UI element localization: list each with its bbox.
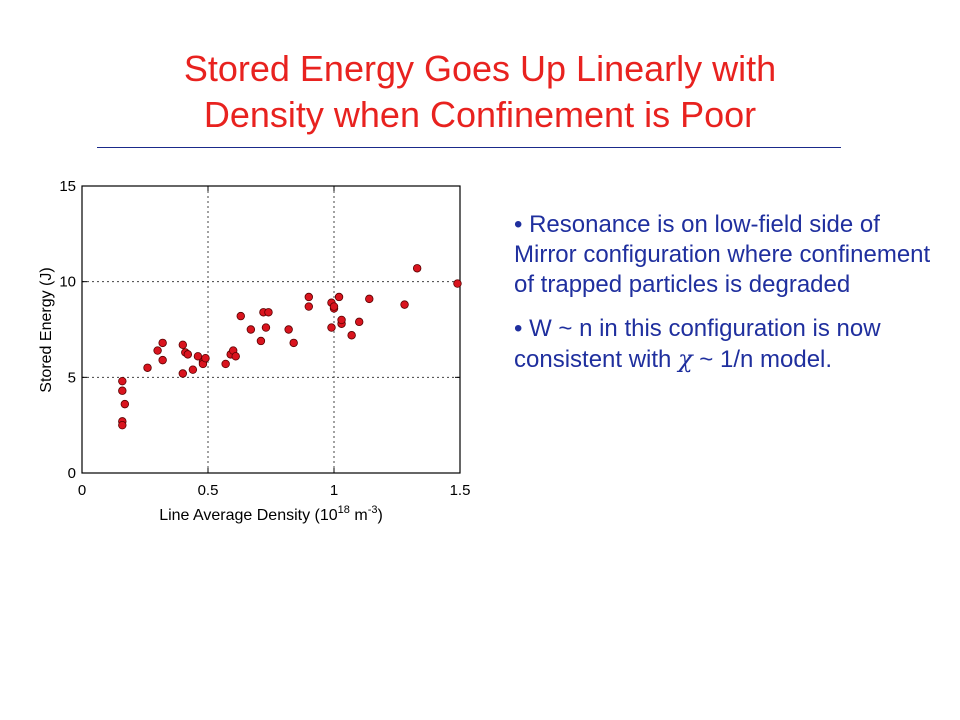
data-point bbox=[347, 331, 356, 340]
data-point bbox=[231, 352, 240, 361]
chart-grid bbox=[82, 186, 460, 473]
data-point bbox=[246, 325, 256, 334]
x-tick-label: 1 bbox=[330, 482, 338, 499]
data-point bbox=[334, 292, 344, 302]
y-axis-label: Stored Energy (J) bbox=[38, 267, 55, 392]
data-point bbox=[158, 355, 167, 365]
tick-labels: 0 0.5 1 1.5 0 5 10 15 bbox=[59, 178, 470, 499]
data-point bbox=[221, 359, 230, 369]
data-point bbox=[188, 365, 198, 374]
data-point bbox=[178, 340, 187, 350]
data-point bbox=[355, 317, 364, 327]
x-tick-label: 1.5 bbox=[450, 482, 471, 499]
data-point bbox=[337, 315, 346, 325]
bullet-2-text-pre: W ~ n in this configuration is now consi… bbox=[514, 315, 881, 373]
data-point bbox=[400, 300, 409, 309]
data-point bbox=[327, 323, 336, 332]
data-point bbox=[120, 399, 130, 409]
data-point bbox=[453, 279, 462, 288]
data-point bbox=[183, 350, 193, 359]
axis-ticks bbox=[81, 185, 461, 474]
bullet-list: • Resonance is on low-field side of Mirr… bbox=[514, 210, 944, 389]
x-tick-label: 0 bbox=[78, 482, 86, 499]
x-label-sup-2: -3 bbox=[368, 504, 378, 516]
data-point bbox=[412, 264, 422, 273]
y-tick-label: 10 bbox=[59, 274, 76, 291]
bullet-1: • Resonance is on low-field side of Mirr… bbox=[514, 211, 931, 298]
title-underline bbox=[97, 147, 841, 148]
bullet-2: • W ~ n in this configuration is now con… bbox=[514, 315, 881, 373]
data-point bbox=[264, 308, 273, 317]
data-point bbox=[118, 386, 127, 395]
x-label-part-2: m bbox=[350, 507, 368, 524]
data-point bbox=[365, 294, 374, 304]
data-point bbox=[256, 336, 266, 346]
x-label-part-1: Line Average Density (10 bbox=[159, 507, 338, 524]
bullet-2-text-post: ~ 1/n model. bbox=[692, 346, 833, 373]
slide-title: Stored Energy Goes Up Linearly with Dens… bbox=[0, 46, 960, 138]
data-point bbox=[178, 369, 187, 378]
data-point bbox=[201, 354, 210, 363]
x-tick-label: 0.5 bbox=[198, 482, 219, 499]
data-point bbox=[193, 352, 203, 361]
bullet-1-text: Resonance is on low-field side of Mirror… bbox=[514, 211, 931, 298]
x-label-sup-1: 18 bbox=[338, 504, 350, 516]
chi-symbol: χ bbox=[678, 345, 693, 373]
data-points bbox=[118, 264, 462, 430]
y-tick-label: 5 bbox=[68, 369, 76, 386]
data-point bbox=[118, 420, 127, 430]
data-point bbox=[304, 292, 313, 302]
data-point bbox=[158, 338, 167, 348]
data-point bbox=[289, 338, 298, 348]
title-line-2: Density when Confinement is Poor bbox=[203, 94, 757, 135]
title-line-1: Stored Energy Goes Up Linearly with bbox=[183, 48, 777, 89]
plot-frame bbox=[81, 185, 461, 474]
data-point bbox=[153, 346, 162, 355]
data-point bbox=[261, 323, 271, 332]
data-point bbox=[236, 311, 245, 321]
x-axis-label: Line Average Density (1018 m-3) bbox=[159, 504, 383, 524]
data-point bbox=[304, 302, 313, 311]
data-point bbox=[143, 363, 152, 372]
data-point bbox=[118, 376, 127, 386]
data-point bbox=[284, 325, 293, 334]
y-tick-label: 0 bbox=[68, 465, 76, 482]
x-label-part-3: ) bbox=[377, 507, 382, 524]
data-point bbox=[329, 302, 339, 311]
y-tick-label: 15 bbox=[59, 178, 76, 195]
